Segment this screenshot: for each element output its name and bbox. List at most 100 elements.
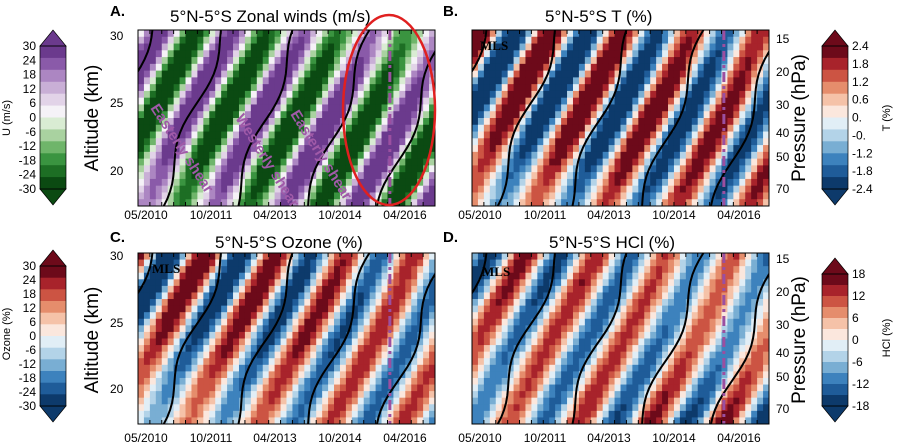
heatmap-cell [495, 118, 503, 126]
heatmap-cell [197, 312, 204, 320]
heatmap-cell [537, 384, 544, 392]
heatmap-cell [561, 104, 568, 112]
heatmap-cell [757, 185, 764, 194]
heatmap-cell [185, 285, 193, 294]
heatmap-cell [209, 57, 216, 65]
heatmap-cell [316, 331, 323, 340]
heatmap-cell [477, 124, 485, 133]
heatmap-cell [179, 279, 187, 287]
heatmap-cell [256, 404, 264, 412]
heatmap-cell [543, 371, 550, 379]
heatmap-cell [262, 104, 270, 112]
heatmap-cell [244, 272, 252, 280]
heatmap-cell [399, 358, 406, 366]
heatmap-cell [626, 36, 633, 45]
heatmap-cell [138, 371, 145, 379]
heatmap-cell [161, 50, 169, 58]
heatmap-cell [292, 266, 299, 274]
heatmap-cell [244, 253, 252, 261]
heatmap-cell [567, 391, 574, 399]
heatmap-cell [215, 345, 222, 353]
heatmap-cell [322, 358, 329, 366]
heatmap-cell [620, 364, 628, 372]
heatmap-cell [310, 318, 317, 326]
heatmap-cell [197, 118, 204, 126]
heatmap-cell [375, 377, 383, 386]
heatmap-cell [304, 272, 311, 280]
heatmap-cell [411, 305, 418, 313]
heatmap-cell [138, 77, 145, 85]
heatmap-cell [584, 331, 592, 340]
heatmap-cell [590, 63, 598, 72]
heatmap-cell [143, 266, 151, 274]
heatmap-cell [472, 384, 479, 392]
heatmap-cell [280, 185, 288, 194]
heatmap-cell [549, 384, 556, 392]
heatmap-cell [405, 279, 412, 287]
heatmap-cell [423, 266, 430, 274]
heatmap-cell [334, 185, 341, 194]
heatmap-cell [596, 158, 604, 166]
heatmap-cell [703, 138, 711, 146]
heatmap-cell [167, 331, 175, 340]
heatmap-cell [650, 364, 657, 372]
heatmap-cell [733, 111, 740, 119]
heatmap-cell [620, 145, 628, 153]
heatmap-cell [357, 151, 365, 160]
heatmap-cell [209, 266, 216, 274]
heatmap-cell [274, 391, 282, 399]
heatmap-cell [262, 30, 270, 38]
heatmap-cell [596, 364, 604, 372]
heatmap-cell [149, 338, 157, 346]
heatmap-cell [262, 292, 270, 300]
heatmap-cell [757, 145, 764, 153]
heatmap-cell [411, 36, 418, 45]
heatmap-cell [250, 118, 258, 126]
heatmap-cell [334, 138, 341, 146]
heatmap-cell [543, 158, 550, 166]
heatmap-cell [543, 305, 550, 313]
heatmap-cell [167, 138, 175, 146]
heatmap-cell [555, 351, 562, 359]
heatmap-cell [561, 285, 568, 294]
heatmap-cell [472, 279, 479, 287]
heatmap-cell [203, 165, 210, 173]
heatmap-cell [191, 178, 198, 187]
heatmap-cell [143, 131, 151, 139]
heatmap-cell [268, 377, 276, 386]
heatmap-cell [268, 158, 276, 166]
heatmap-cell [167, 417, 175, 424]
heatmap-cell [233, 253, 240, 261]
heatmap-cell [513, 377, 521, 386]
heatmap-cell [584, 292, 592, 300]
heatmap-cell [256, 151, 264, 160]
heatmap-cell [250, 57, 258, 65]
heatmap-cell [626, 104, 633, 112]
heatmap-cell [662, 84, 669, 92]
heatmap-cell [203, 124, 210, 133]
heatmap-cell [149, 325, 157, 333]
heatmap-cell [149, 104, 157, 112]
heatmap-cell [429, 325, 435, 333]
heatmap-cell [507, 364, 515, 372]
heatmap-cell [143, 97, 151, 106]
heatmap-cell [387, 185, 395, 194]
heatmap-cell [578, 63, 586, 72]
heatmap-cell [274, 50, 282, 58]
heatmap-cell [155, 338, 163, 346]
heatmap-cell [543, 358, 550, 366]
heatmap-cell [149, 351, 157, 359]
heatmap-cell [662, 272, 669, 280]
heatmap-cell [256, 312, 264, 320]
heatmap-cell [173, 151, 181, 160]
heatmap-cell [233, 292, 240, 300]
heatmap-cell [507, 325, 515, 333]
heatmap-cell [262, 63, 270, 72]
heatmap-cell [525, 131, 532, 139]
heatmap-cell [328, 36, 335, 45]
heatmap-cell [256, 30, 264, 38]
heatmap-cell [304, 185, 311, 194]
heatmap-cell [555, 124, 562, 133]
heatmap-cell [590, 185, 598, 194]
heatmap-cell [543, 172, 550, 180]
